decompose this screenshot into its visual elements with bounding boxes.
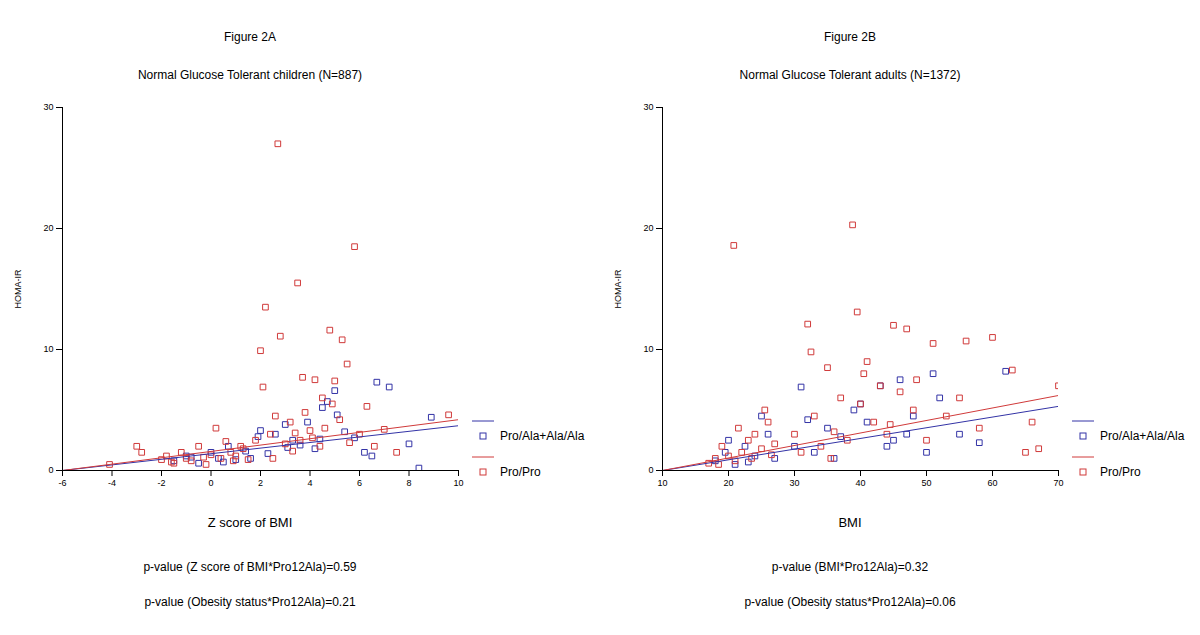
html-text:Figure 2B: Figure 2B [824, 30, 876, 44]
html-text:p-value (Obesity status*Pro12A: p-value (Obesity status*Pro12Ala)=0.21 [144, 595, 356, 609]
svg-text:2: 2 [258, 478, 263, 488]
svg-text:50: 50 [921, 478, 931, 488]
svg-text:20: 20 [43, 223, 53, 233]
svg-text:-2: -2 [157, 478, 165, 488]
svg-text:0: 0 [648, 465, 653, 475]
svg-text:10: 10 [657, 478, 667, 488]
svg-text:10: 10 [43, 344, 53, 354]
html-text:Pro/Pro: Pro/Pro [500, 465, 541, 479]
html-text:Pro/Ala+Ala/Ala: Pro/Ala+Ala/Ala [1100, 429, 1185, 443]
html-text:Normal Glucose Tolerant adults: Normal Glucose Tolerant adults (N=1372) [739, 68, 961, 82]
svg-text:10: 10 [453, 478, 463, 488]
html-text:p-value (BMI*Pro12Ala)=0.32: p-value (BMI*Pro12Ala)=0.32 [771, 560, 929, 574]
svg-text:0: 0 [208, 478, 213, 488]
html-text:BMI: BMI [838, 515, 862, 530]
svg-text:8: 8 [406, 478, 411, 488]
html-text:Pro/Pro: Pro/Pro [1100, 465, 1141, 479]
html-text:p-value (Obesity status*Pro12A: p-value (Obesity status*Pro12Ala)=0.06 [744, 595, 956, 609]
html-text:Z score of BMI: Z score of BMI [207, 515, 293, 530]
svg-text:30: 30 [643, 102, 653, 112]
svg-text:HOMA-IR: HOMA-IR [613, 269, 623, 308]
html-text:p-value (Z score of BMI*Pro12A: p-value (Z score of BMI*Pro12Ala)=0.59 [143, 560, 357, 574]
html-text:Normal Glucose Tolerant childr: Normal Glucose Tolerant children (N=887) [137, 68, 363, 82]
svg-text:60: 60 [987, 478, 997, 488]
svg-text:HOMA-IR: HOMA-IR [13, 269, 23, 308]
svg-text:0: 0 [48, 465, 53, 475]
svg-text:20: 20 [723, 478, 733, 488]
svg-text:10: 10 [643, 344, 653, 354]
svg-text:30: 30 [43, 102, 53, 112]
svg-text:20: 20 [643, 223, 653, 233]
html-text:Figure 2A: Figure 2A [224, 30, 276, 44]
svg-text:-4: -4 [108, 478, 116, 488]
svg-text:-6: -6 [58, 478, 66, 488]
svg-text:40: 40 [855, 478, 865, 488]
svg-text:6: 6 [357, 478, 362, 488]
svg-text:30: 30 [789, 478, 799, 488]
svg-text:70: 70 [1053, 478, 1063, 488]
svg-text:4: 4 [307, 478, 312, 488]
html-text:Pro/Ala+Ala/Ala: Pro/Ala+Ala/Ala [500, 429, 585, 443]
